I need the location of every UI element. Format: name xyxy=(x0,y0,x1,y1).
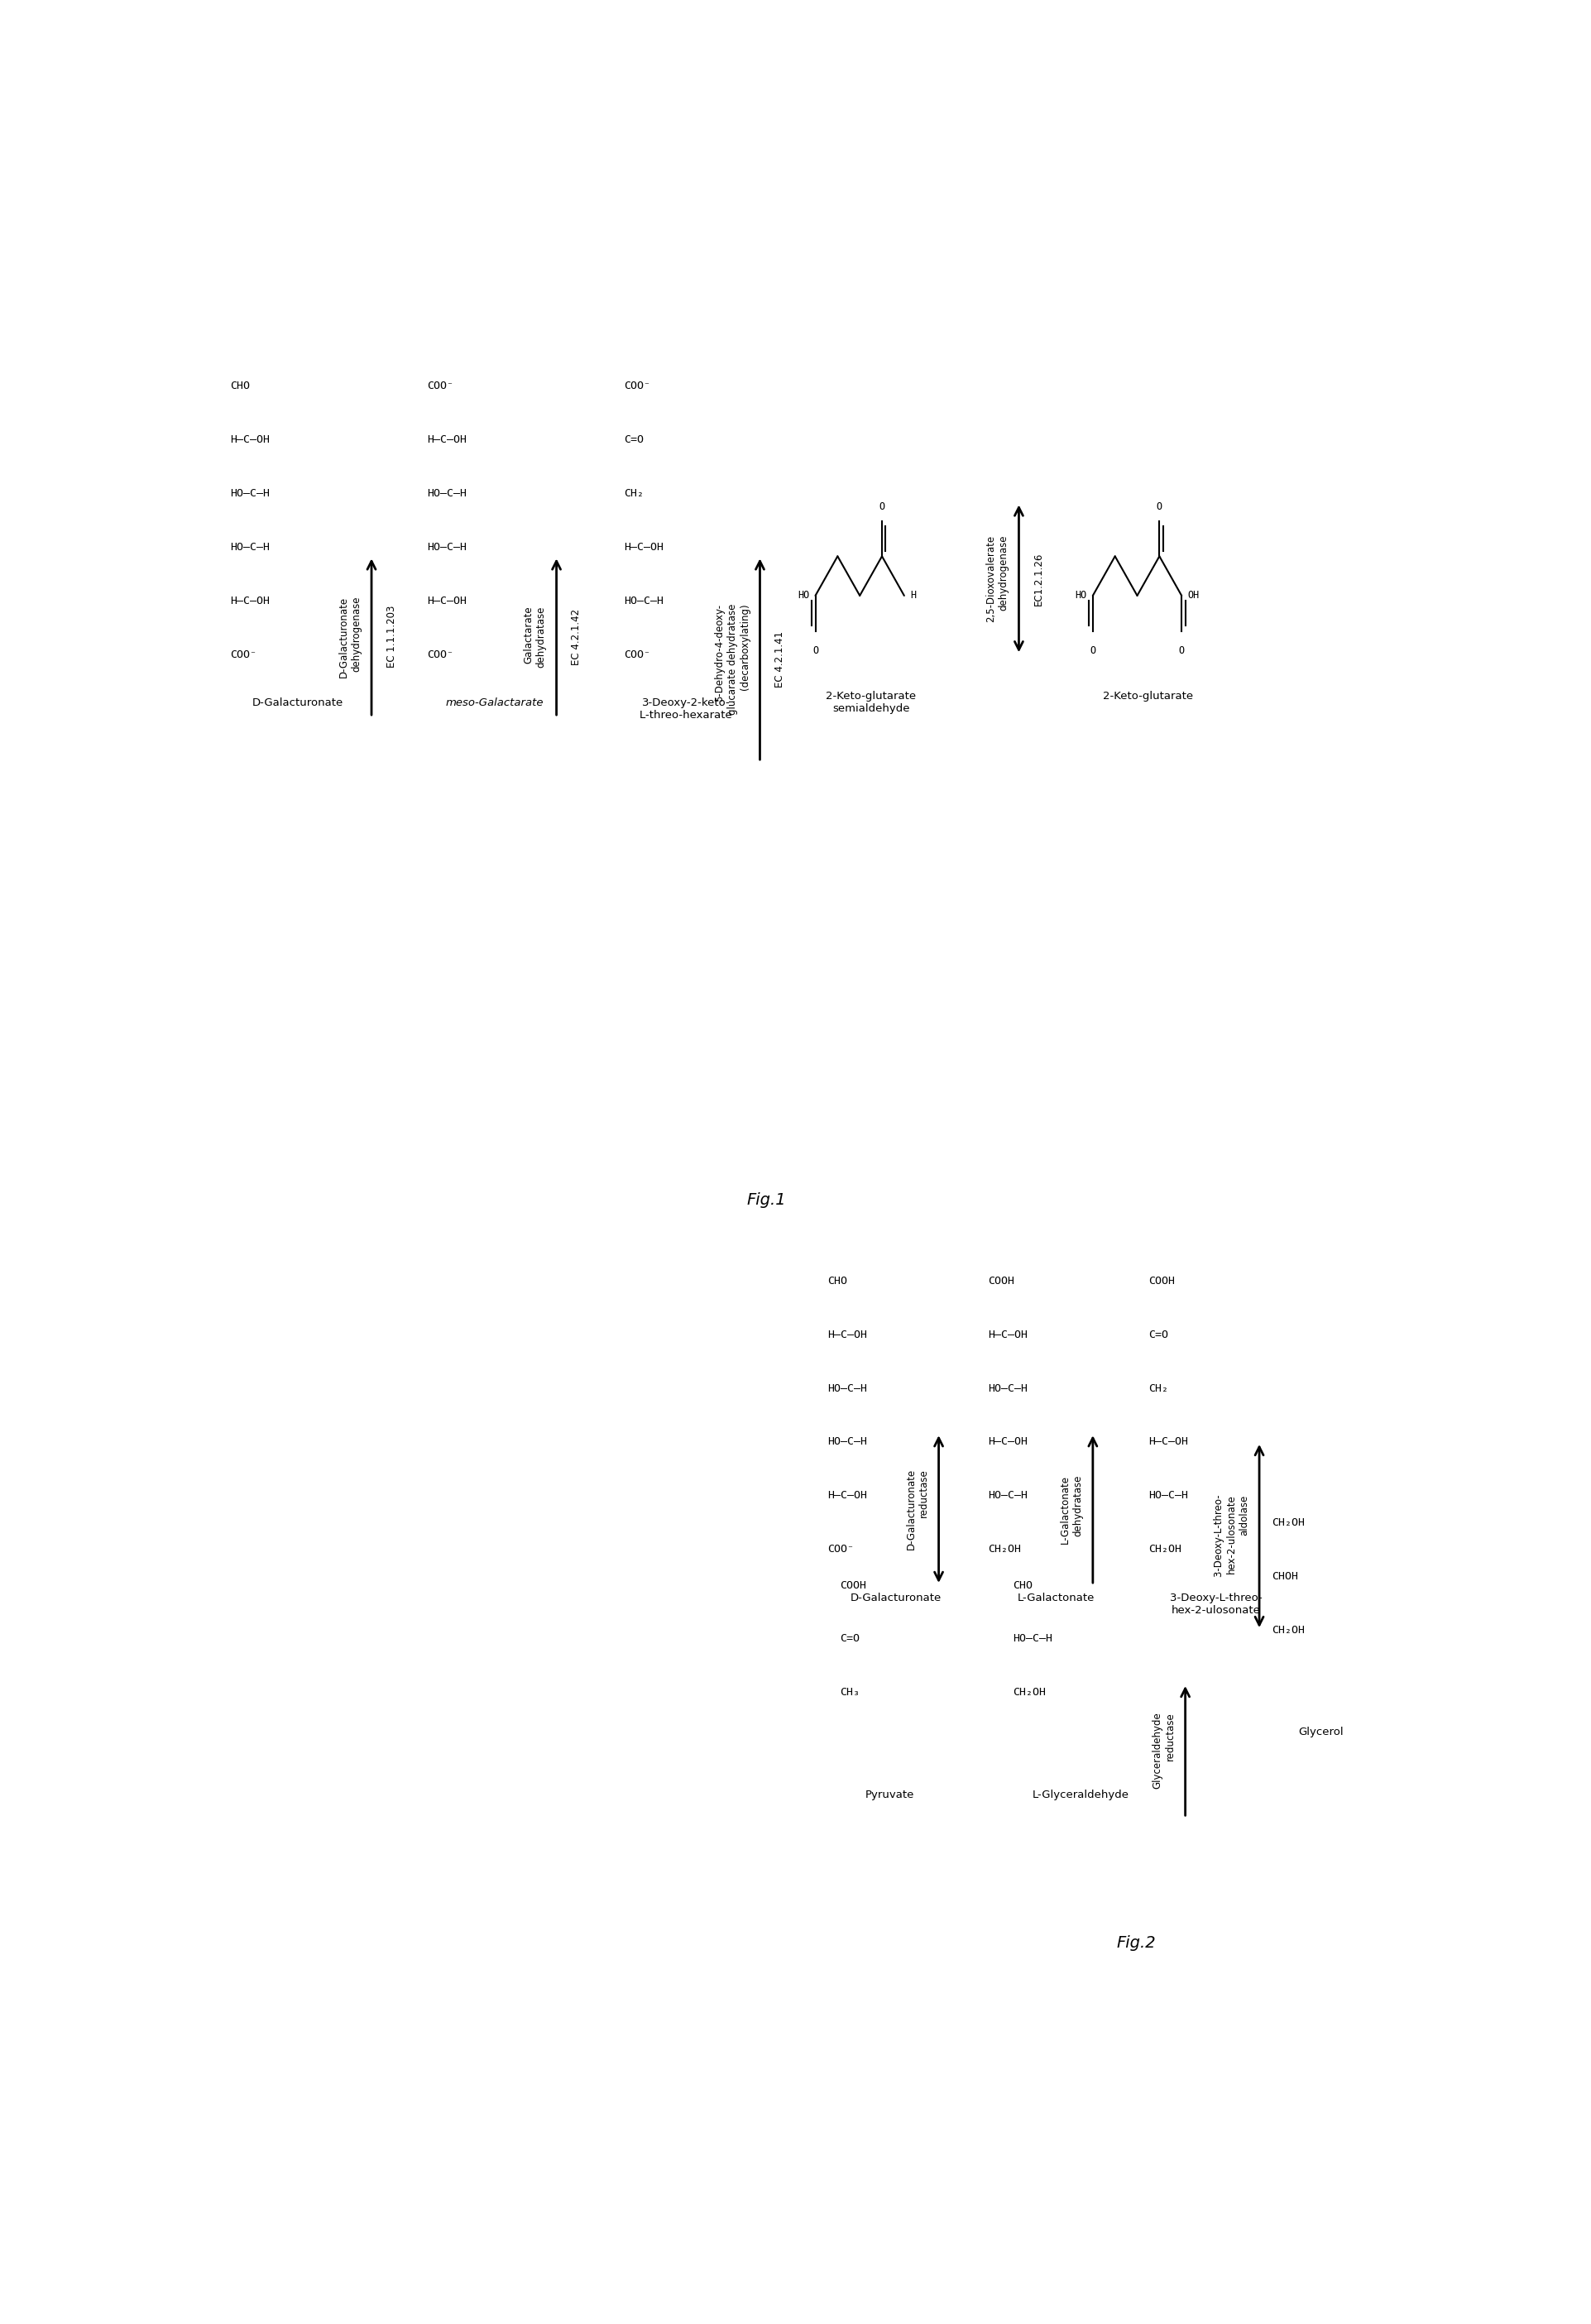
Text: CHO: CHO xyxy=(229,381,250,393)
Text: 2-Keto-glutarate
semialdehyde: 2-Keto-glutarate semialdehyde xyxy=(826,690,916,713)
Text: CH₂OH: CH₂OH xyxy=(988,1543,1021,1555)
Text: COOH: COOH xyxy=(988,1276,1015,1287)
Text: Pyruvate: Pyruvate xyxy=(866,1789,913,1801)
Text: Fig.2: Fig.2 xyxy=(1117,1936,1155,1950)
Text: CHO: CHO xyxy=(827,1276,848,1287)
Text: EC1.2.1.26: EC1.2.1.26 xyxy=(1034,553,1044,604)
Text: HO–C–H: HO–C–H xyxy=(1013,1634,1052,1645)
Text: COO⁻: COO⁻ xyxy=(624,648,651,660)
Text: CH₃: CH₃ xyxy=(840,1687,859,1699)
Text: 5-Dehydro-4-deoxy-
glucarate dehydratase
(decarboxylating): 5-Dehydro-4-deoxy- glucarate dehydratase… xyxy=(714,604,749,716)
Text: 3-Deoxy-L-​threo-
hex-2-ulosonate
aldolase: 3-Deoxy-L-​threo- hex-2-ulosonate aldola… xyxy=(1214,1494,1249,1578)
Text: O: O xyxy=(1157,502,1163,511)
Text: COO⁻: COO⁻ xyxy=(229,648,256,660)
Text: HO: HO xyxy=(1076,590,1087,602)
Text: C=O: C=O xyxy=(624,435,644,446)
Text: H–C–OH: H–C–OH xyxy=(426,595,466,607)
Text: H: H xyxy=(910,590,916,602)
Text: Fig.1: Fig.1 xyxy=(746,1192,786,1208)
Text: OH: OH xyxy=(1188,590,1200,602)
Text: CH₂OH: CH₂OH xyxy=(1149,1543,1182,1555)
Text: L-Galactonate
dehydratase: L-Galactonate dehydratase xyxy=(1060,1476,1083,1543)
Text: COO⁻: COO⁻ xyxy=(426,648,453,660)
Text: H–C–OH: H–C–OH xyxy=(988,1329,1028,1341)
Text: 2-Keto-glutarate: 2-Keto-glutarate xyxy=(1103,690,1193,702)
Text: O: O xyxy=(1090,646,1096,655)
Text: H–C–OH: H–C–OH xyxy=(229,435,269,446)
Text: CHO: CHO xyxy=(1013,1580,1033,1590)
Text: HO–C–H: HO–C–H xyxy=(988,1490,1028,1501)
Text: C=O: C=O xyxy=(1149,1329,1168,1341)
Text: EC 1.1.1.203: EC 1.1.1.203 xyxy=(387,607,398,667)
Text: H–C–OH: H–C–OH xyxy=(426,435,466,446)
Text: CH₂OH: CH₂OH xyxy=(1271,1624,1305,1636)
Text: H–C–OH: H–C–OH xyxy=(827,1490,867,1501)
Text: HO–C–H: HO–C–H xyxy=(426,488,466,500)
Text: COOH: COOH xyxy=(840,1580,867,1590)
Text: HO–C–H: HO–C–H xyxy=(624,595,663,607)
Text: HO–C–H: HO–C–H xyxy=(827,1436,867,1448)
Text: HO: HO xyxy=(797,590,810,602)
Text: COO⁻: COO⁻ xyxy=(426,381,453,393)
Text: HO–C–H: HO–C–H xyxy=(1149,1490,1188,1501)
Text: HO–C–H: HO–C–H xyxy=(229,541,269,553)
Text: COOH: COOH xyxy=(1149,1276,1174,1287)
Text: meso-Galactarate: meso-Galactarate xyxy=(445,697,544,709)
Text: L-Glyceraldehyde: L-Glyceraldehyde xyxy=(1033,1789,1130,1801)
Text: H–C–OH: H–C–OH xyxy=(624,541,663,553)
Text: 3-Deoxy-L-​threo-
hex-2-ulosonate: 3-Deoxy-L-​threo- hex-2-ulosonate xyxy=(1169,1592,1262,1615)
Text: H–C–OH: H–C–OH xyxy=(1149,1436,1188,1448)
Text: C=O: C=O xyxy=(840,1634,859,1645)
Text: O: O xyxy=(1179,646,1185,655)
Text: Glycerol: Glycerol xyxy=(1298,1727,1343,1738)
Text: D-Galacturonate: D-Galacturonate xyxy=(850,1592,942,1604)
Text: Glyceraldehyde
reductase: Glyceraldehyde reductase xyxy=(1152,1713,1176,1789)
Text: COO⁻: COO⁻ xyxy=(827,1543,854,1555)
Text: D-Galacturonate
dehydrogenase: D-Galacturonate dehydrogenase xyxy=(339,597,361,676)
Text: EC 4.2.1.42: EC 4.2.1.42 xyxy=(571,609,582,665)
Text: HO–C–H: HO–C–H xyxy=(827,1383,867,1394)
Text: CH₂OH: CH₂OH xyxy=(1013,1687,1045,1699)
Text: HO–C–H: HO–C–H xyxy=(229,488,269,500)
Text: Galactarate
dehydratase: Galactarate dehydratase xyxy=(523,607,547,667)
Text: CH₂: CH₂ xyxy=(1149,1383,1168,1394)
Text: O: O xyxy=(878,502,885,511)
Text: H–C–OH: H–C–OH xyxy=(988,1436,1028,1448)
Text: CH₂: CH₂ xyxy=(624,488,644,500)
Text: H–C–OH: H–C–OH xyxy=(229,595,269,607)
Text: HO–C–H: HO–C–H xyxy=(988,1383,1028,1394)
Text: COO⁻: COO⁻ xyxy=(624,381,651,393)
Text: O: O xyxy=(813,646,818,655)
Text: HO–C–H: HO–C–H xyxy=(426,541,466,553)
Text: 3-Deoxy-2-keto-
L-​threo-hexarate: 3-Deoxy-2-keto- L-​threo-hexarate xyxy=(640,697,732,720)
Text: CHOH: CHOH xyxy=(1271,1571,1298,1583)
Text: D-Galacturonate
reductase: D-Galacturonate reductase xyxy=(905,1469,929,1550)
Text: L-Galactonate: L-Galactonate xyxy=(1017,1592,1095,1604)
Text: CH₂OH: CH₂OH xyxy=(1271,1518,1305,1527)
Text: D-Galacturonate: D-Galacturonate xyxy=(251,697,344,709)
Text: EC 4.2.1.41: EC 4.2.1.41 xyxy=(775,630,786,688)
Text: H–C–OH: H–C–OH xyxy=(827,1329,867,1341)
Text: 2,5-Dioxovalerate
dehydrogenase: 2,5-Dioxovalerate dehydrogenase xyxy=(986,535,1009,623)
